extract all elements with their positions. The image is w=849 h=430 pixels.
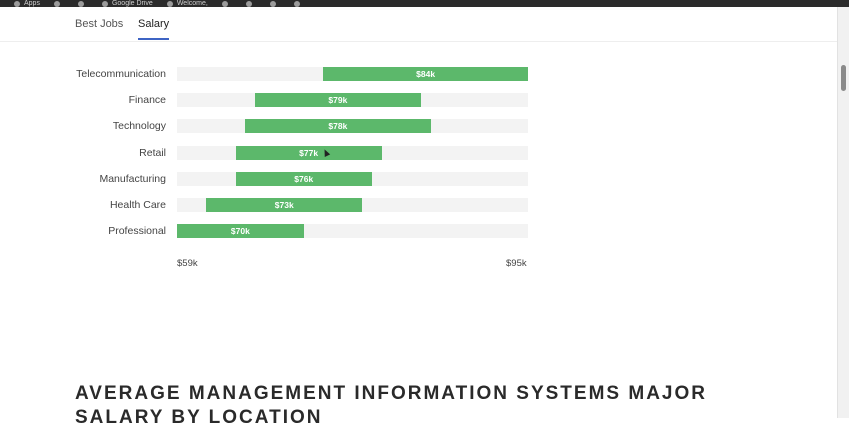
section-tabs: Best Jobs Salary [0,7,838,42]
salary-bar[interactable]: $73k [206,198,363,212]
bookmark-item[interactable] [245,0,256,7]
x-tick-label-max: $95k [506,258,527,269]
bar-value-label: $73k [274,200,294,210]
bar-value-label: $70k [230,226,250,237]
bookmark-icon [53,0,60,7]
bar-value-label: $76k [294,173,314,184]
bar-value-label: $78k [328,121,348,132]
x-tick-label-min: $59k [177,258,198,269]
bookmark-icon [166,0,173,7]
category-label: Retail [139,146,166,159]
category-label: Professional [108,225,166,238]
category-label: Manufacturing [99,172,166,185]
bookmark-icon [269,0,276,7]
bookmark-icon [221,0,228,7]
bookmark-item[interactable] [269,0,280,7]
bookmark-apps[interactable]: Apps [14,0,40,7]
tab-best-jobs[interactable]: Best Jobs [75,18,124,30]
salary-bar[interactable]: $77k [235,145,382,160]
salary-bar[interactable]: $84k [323,67,528,81]
bookmark-icon [245,0,252,7]
tab-salary[interactable]: Salary [138,18,170,40]
bookmark-google-drive[interactable]: Google Drive [101,0,153,7]
section-heading: Average Management Information Systems M… [75,383,707,428]
salary-bar[interactable]: $79k [255,93,421,108]
salary-bar[interactable]: $76k [235,171,372,186]
category-label: Technology [112,120,166,133]
bookmark-welcome[interactable]: Welcome, [166,0,208,7]
bookmark-item[interactable] [77,0,88,7]
bookmark-icon [293,0,300,7]
category-label: Finance [128,94,166,107]
salary-bar[interactable]: $70k [177,224,304,239]
scrollbar-thumb[interactable] [841,65,846,91]
page-scrollbar[interactable] [837,7,849,418]
category-label: Telecommunication [76,68,166,80]
bookmark-item[interactable] [221,0,232,7]
bar-value-label: $77k [299,147,319,158]
bookmark-item[interactable] [53,0,64,7]
bar-value-label: $79k [328,95,348,106]
bookmark-item[interactable] [293,0,304,7]
bookmarks-bar: Apps Google Drive Welcome, [0,0,849,7]
apps-icon [14,0,20,7]
salary-by-industry-chart: $59k $95k Telecommunication $84k Finance $7… [0,42,838,282]
salary-bar[interactable]: $78k [245,119,431,134]
category-label: Health Care [109,199,166,211]
bar-value-label: $84k [416,69,436,79]
drive-icon [101,0,108,7]
bookmark-icon [77,0,84,7]
